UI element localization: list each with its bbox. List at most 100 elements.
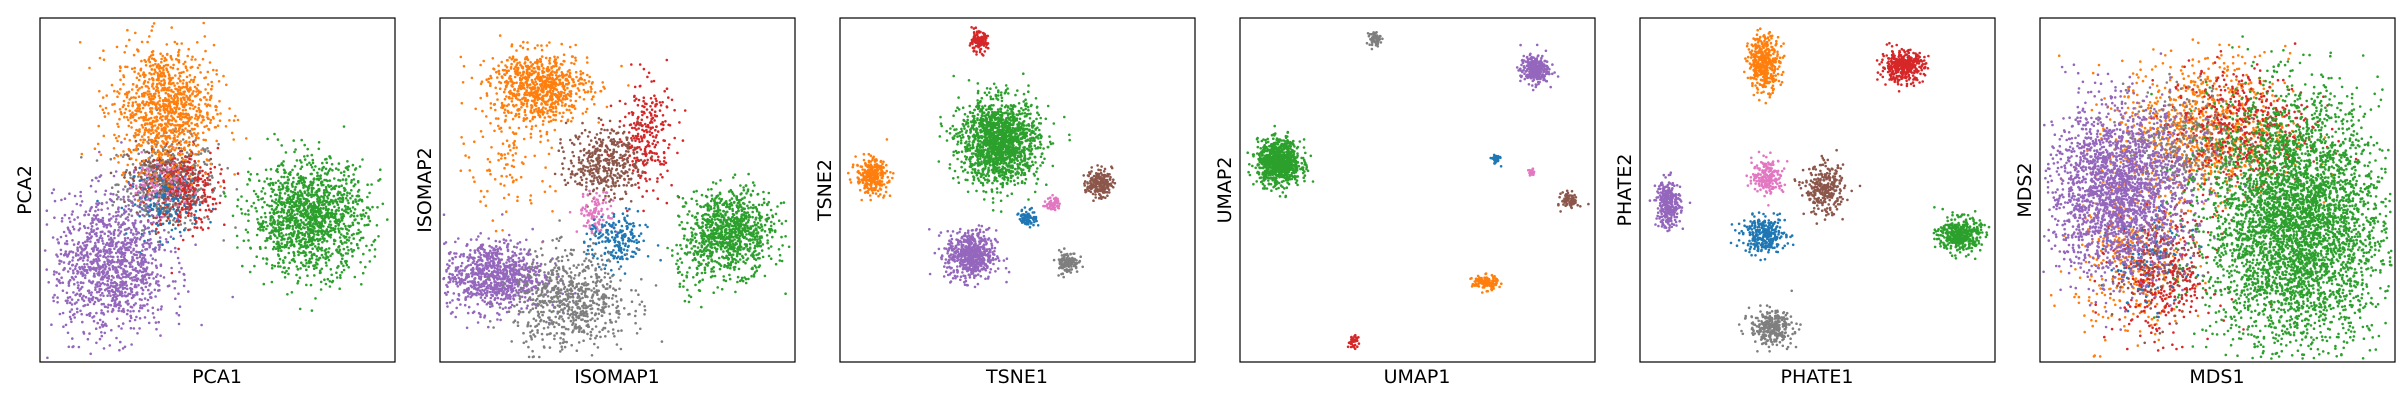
scatter-point xyxy=(111,203,114,207)
scatter-point xyxy=(181,109,185,112)
scatter-point xyxy=(280,144,284,147)
scatter-point xyxy=(358,238,362,242)
scatter-point xyxy=(55,284,58,287)
scatter-point xyxy=(347,201,350,205)
scatter-point xyxy=(156,89,160,92)
scatter-point xyxy=(351,163,355,167)
scatter-point xyxy=(192,203,195,206)
scatter-point xyxy=(303,234,307,237)
scatter-point xyxy=(58,259,61,263)
scatter-point xyxy=(271,190,274,193)
scatter-point xyxy=(83,304,87,307)
scatter-point xyxy=(127,292,130,296)
scatter-point xyxy=(118,117,121,121)
scatter-point xyxy=(142,82,146,85)
scatter-point xyxy=(142,148,146,152)
scatter-point xyxy=(130,157,133,160)
scatter-point xyxy=(168,221,171,225)
scatter-point xyxy=(123,176,126,179)
scatter-point xyxy=(260,190,263,193)
scatter-point xyxy=(284,256,287,259)
scatter-point xyxy=(164,238,168,241)
scatter-point xyxy=(140,197,143,200)
scatter-point xyxy=(100,237,104,240)
scatter-point xyxy=(321,203,325,207)
scatter-point xyxy=(144,127,148,130)
scatter-point xyxy=(361,158,364,161)
scatter-point xyxy=(166,136,169,139)
scatter-point xyxy=(101,320,105,324)
scatter-point xyxy=(71,269,75,272)
scatter-point xyxy=(177,59,181,62)
scatter-point xyxy=(148,238,151,242)
scatter-point xyxy=(278,246,282,250)
scatter-point xyxy=(284,217,288,220)
scatter-point xyxy=(278,257,282,261)
scatter-point xyxy=(187,214,190,218)
scatter-point xyxy=(231,214,235,218)
scatter-point xyxy=(120,173,124,177)
scatter-point xyxy=(295,159,299,162)
scatter-point xyxy=(159,112,162,116)
scatter-point xyxy=(271,247,275,251)
scatter-point xyxy=(280,238,283,242)
scatter-point xyxy=(191,164,194,168)
scatter-point xyxy=(167,102,171,106)
scatter-point xyxy=(130,282,133,286)
scatter-point xyxy=(176,217,179,220)
scatter-point xyxy=(224,195,227,198)
scatter-point xyxy=(200,121,203,124)
scatter-point xyxy=(337,251,340,254)
scatter-point xyxy=(127,198,130,201)
scatter-point xyxy=(170,144,173,148)
scatter-point xyxy=(263,192,267,195)
scatter-point xyxy=(316,174,319,178)
scatter-point xyxy=(281,270,284,274)
scatter-point xyxy=(153,124,157,127)
scatter-point xyxy=(315,193,319,196)
scatter-point xyxy=(131,111,134,114)
scatter-point xyxy=(115,317,119,321)
scatter-point xyxy=(214,202,218,205)
scatter-point xyxy=(126,216,129,219)
scatter-point xyxy=(236,118,240,122)
scatter-point xyxy=(149,221,153,225)
scatter-point xyxy=(124,210,128,213)
scatter-point xyxy=(162,142,165,145)
scatter-point xyxy=(281,227,285,231)
scatter-point xyxy=(323,172,327,175)
scatter-point xyxy=(110,199,114,203)
scatter-point xyxy=(135,291,138,295)
scatter-point xyxy=(166,87,169,90)
scatter-point xyxy=(127,124,131,128)
scatter-point xyxy=(293,254,296,257)
scatter-point xyxy=(114,220,117,224)
scatter-point xyxy=(125,133,129,137)
scatter-point xyxy=(114,304,118,308)
scatter-point xyxy=(133,66,136,70)
scatter-point xyxy=(184,108,187,112)
scatter-point xyxy=(317,233,320,237)
scatter-point xyxy=(351,194,354,198)
scatter-point xyxy=(171,66,175,70)
scatter-point xyxy=(147,220,150,223)
scatter-point xyxy=(162,276,166,279)
scatter-point xyxy=(175,163,178,166)
scatter-point xyxy=(275,206,279,209)
scatter-point xyxy=(267,236,271,240)
scatter-point xyxy=(211,207,215,211)
scatter-point xyxy=(163,79,166,82)
scatter-point xyxy=(169,66,172,69)
scatter-point xyxy=(312,211,315,215)
scatter-point xyxy=(95,290,99,294)
scatter-point xyxy=(203,150,207,153)
scatter-point xyxy=(110,289,114,293)
scatter-point xyxy=(124,205,128,208)
scatter-point xyxy=(241,264,244,268)
scatter-point xyxy=(113,102,116,106)
scatter-point xyxy=(285,227,288,230)
scatter-point xyxy=(193,75,197,79)
scatter-point xyxy=(249,247,252,250)
scatter-point xyxy=(322,225,325,228)
scatter-point xyxy=(117,228,120,232)
